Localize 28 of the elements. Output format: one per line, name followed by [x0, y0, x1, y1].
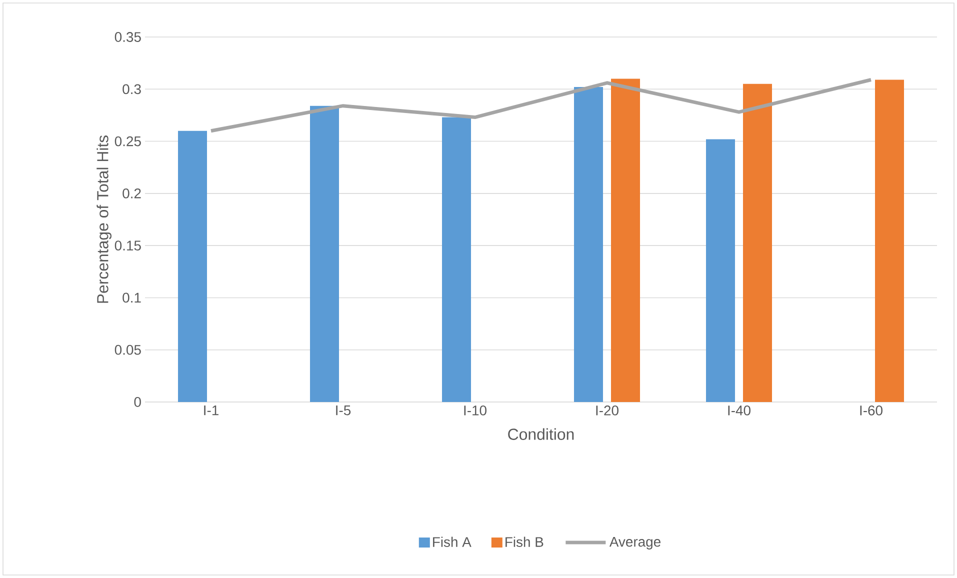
- y-tick-label: 0: [134, 397, 141, 407]
- bar: [442, 117, 471, 402]
- x-tick-label: I-40: [728, 406, 750, 416]
- bar: [178, 130, 207, 402]
- bar: [875, 80, 904, 402]
- legend-label: Fish B: [506, 536, 544, 547]
- y-tick-label: 0.05: [114, 344, 141, 355]
- bar: [706, 139, 736, 402]
- line-series: [209, 78, 873, 133]
- legend-label: Fish A: [433, 536, 472, 547]
- x-tick-label: I-1: [204, 406, 218, 416]
- bar: [310, 106, 339, 402]
- y-tick-label: 0.3: [122, 84, 141, 94]
- bar: [611, 78, 640, 402]
- y-tick-label: 0.2: [122, 188, 141, 198]
- x-tick-label: I-60: [860, 406, 882, 416]
- x-tick-label: I-20: [596, 406, 618, 416]
- y-tick-label: 0.1: [122, 292, 141, 303]
- bar: [743, 84, 772, 402]
- x-tick-label: I-5: [336, 406, 351, 416]
- x-axis-title: Condition: [508, 428, 574, 440]
- y-tick-label: 0.25: [114, 136, 141, 146]
- y-axis-title: Percentage of Total Hits: [96, 135, 112, 303]
- y-tick-label: 0.35: [114, 32, 141, 42]
- y-tick-label: 0.15: [114, 240, 141, 251]
- bar: [574, 87, 604, 402]
- x-tick-label: I-10: [464, 406, 486, 416]
- legend-label: Average: [609, 536, 660, 550]
